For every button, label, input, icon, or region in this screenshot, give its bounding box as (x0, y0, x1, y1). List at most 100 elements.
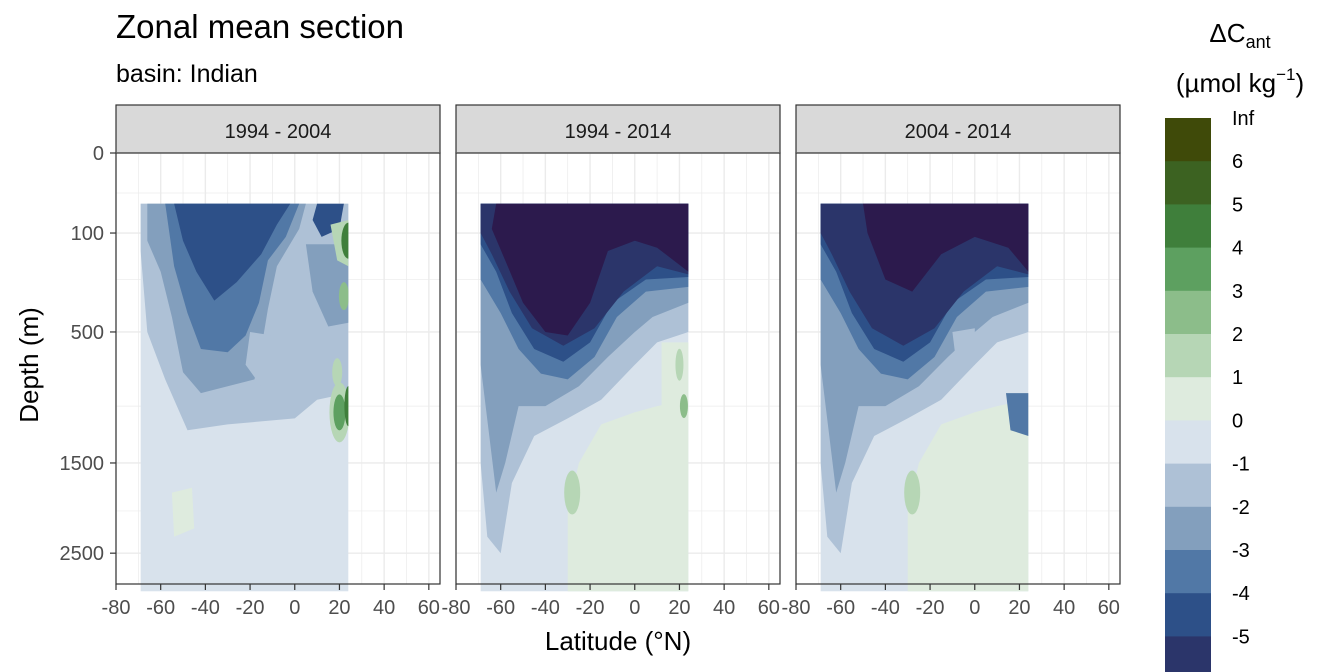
legend-label: -5 (1232, 626, 1250, 648)
legend-swatch (1165, 204, 1211, 249)
contour-deep (491, 203, 689, 336)
contour-m3-north (1006, 393, 1029, 436)
legend-label: 6 (1232, 151, 1243, 173)
x-axis-label: Latitude (°N) (545, 626, 691, 656)
legend-swatch (1165, 593, 1211, 637)
x-tick-label: 60 (1098, 597, 1120, 619)
x-tick-label: -80 (782, 597, 811, 619)
contour-p5-deep (344, 386, 349, 427)
x-tick-label: -80 (442, 597, 471, 619)
panel-border (455, 152, 781, 585)
x-tick-label: 0 (969, 597, 980, 619)
x-tick-label: 40 (373, 597, 395, 619)
contour-p3-north (338, 282, 349, 311)
x-tick-label: 20 (328, 597, 350, 619)
legend-swatch (1165, 420, 1211, 465)
x-tick-label: 20 (1008, 597, 1030, 619)
legend-label: -1 (1232, 454, 1250, 476)
x-tick-label: 40 (713, 597, 735, 619)
x-tick-label: -40 (871, 597, 900, 619)
legend-swatch (1165, 290, 1211, 335)
section-field (140, 203, 349, 592)
contour-p2-deep (564, 470, 581, 515)
x-tick-label: 20 (668, 597, 690, 619)
legend-title: ΔCant (1209, 18, 1270, 52)
x-axis: -80 -60 -40 -20 0 20 40 60 (782, 584, 1120, 619)
legend-label: 3 (1232, 281, 1243, 303)
facet-strip (455, 104, 781, 154)
legend-swatch (1165, 334, 1211, 378)
contour-deep (863, 203, 1029, 292)
contour-p3-north (679, 394, 688, 419)
panel-border (115, 152, 441, 585)
contour-p1-deep (567, 399, 689, 592)
chart-title: Zonal mean section (116, 8, 404, 45)
x-tick-label: 60 (418, 597, 440, 619)
legend-unit: (µmol kg−1) (1176, 65, 1304, 98)
y-tick-label: 500 (71, 322, 104, 344)
x-tick-label: -60 (486, 597, 515, 619)
contour-p4-deep (333, 394, 346, 431)
contour-p1-deep (171, 487, 195, 537)
facet-strip-label: 1994 - 2004 (225, 121, 332, 143)
legend-label: 0 (1232, 410, 1243, 432)
section-field (820, 203, 1029, 592)
legend-swatch (1165, 118, 1211, 162)
panel-border (795, 152, 1121, 585)
x-tick-label: -80 (102, 597, 131, 619)
x-tick-label: -40 (531, 597, 560, 619)
y-axis: 0 100 500 1500 2500 (60, 143, 116, 565)
legend-label: 1 (1232, 367, 1243, 389)
facet-strip-label: 2004 - 2014 (905, 121, 1012, 143)
legend-swatch (1165, 550, 1211, 594)
x-tick-label: -20 (576, 597, 605, 619)
y-axis-label: Depth (m) (14, 307, 44, 423)
contour-m2-north (305, 244, 349, 327)
legend-swatch (1165, 506, 1211, 551)
facet-strip-label: 1994 - 2014 (565, 121, 672, 143)
chart-subtitle: basin: Indian (116, 60, 258, 88)
section-field (480, 203, 689, 592)
legend-label: -4 (1232, 583, 1250, 605)
y-tick-label: 1500 (60, 453, 105, 475)
legend-swatch (1165, 247, 1211, 292)
legend-label: -3 (1232, 540, 1250, 562)
y-tick-label: 100 (71, 223, 104, 245)
x-tick-label: -40 (191, 597, 220, 619)
legend-label: Inf (1232, 108, 1255, 130)
y-tick-label: 2500 (60, 543, 105, 565)
contour-p2-mid (332, 358, 343, 387)
x-tick-label: -20 (236, 597, 265, 619)
legend-label: -2 (1232, 497, 1250, 519)
panel-3: 2004 - 2014 -80 -60 -40 -20 0 20 40 60 (782, 104, 1121, 619)
panel-2: 1994 - 2014 -80 -60 -40 -20 0 20 40 60 (442, 104, 781, 619)
x-tick-label: -60 (826, 597, 855, 619)
x-axis: -80 -60 -40 -20 0 20 40 60 (442, 584, 780, 619)
contour-p1-deep (907, 399, 1029, 592)
legend-swatch (1165, 161, 1211, 205)
contour-p2-north (675, 348, 684, 381)
x-tick-label: 0 (629, 597, 640, 619)
contour-m4 (174, 203, 291, 301)
legend-label: 4 (1232, 238, 1243, 260)
legend-swatch (1165, 377, 1211, 421)
legend-swatch (1165, 636, 1211, 672)
panel-1: 1994 - 2004 -80 -60 -40 -20 0 20 40 60 (102, 104, 441, 619)
contour-m1-mid (952, 328, 975, 368)
y-tick-label: 0 (93, 143, 104, 165)
x-tick-label: 60 (758, 597, 780, 619)
contour-m1-mid (245, 332, 284, 387)
contour-p5-north (341, 222, 349, 259)
legend-label: 5 (1232, 194, 1243, 216)
x-tick-label: 0 (289, 597, 300, 619)
x-axis: -80 -60 -40 -20 0 20 40 60 (102, 584, 440, 619)
x-tick-label: 40 (1053, 597, 1075, 619)
x-tick-label: -20 (916, 597, 945, 619)
contour-p2-deep (904, 470, 921, 515)
legend-label: 2 (1232, 324, 1243, 346)
x-tick-label: -60 (146, 597, 175, 619)
legend-swatch (1165, 463, 1211, 508)
legend: ΔCant (µmol kg−1) Inf 6 5 4 3 2 1 0 -1 -2 -3 -4 -5 (1165, 18, 1304, 672)
